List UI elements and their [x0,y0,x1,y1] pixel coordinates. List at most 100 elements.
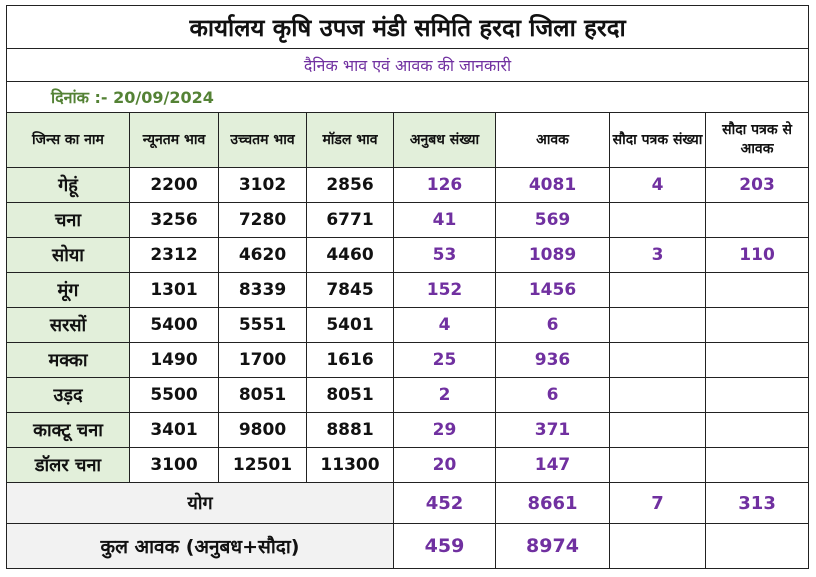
commodity-name: काक्टू चना [6,412,130,448]
anubadh-count: 29 [393,412,496,448]
grand-total-label: कुल आवक (अनुबध+सौदा) [6,523,394,569]
max-price: 8051 [218,377,307,413]
arrival: 6 [495,307,610,343]
anubadh-count: 41 [393,202,496,238]
total-arrival: 8661 [495,482,610,524]
commodity-name: चना [6,202,130,238]
header-sauda-arrival: सौदा पत्रक से आवक [704,112,810,168]
modal-price: 11300 [306,447,394,483]
sauda-arrival [704,272,810,308]
table-row: डॉलर चना 3100 12501 11300 20 147 [6,447,810,483]
max-price: 12501 [218,447,307,483]
table-row: सोया 2312 4620 4460 53 1089 3 110 [6,237,810,273]
arrival: 147 [495,447,610,483]
sauda-count [609,202,706,238]
min-price: 2312 [129,237,219,273]
table-row: काक्टू चना 3401 9800 8881 29 371 [6,412,810,448]
anubadh-count: 2 [393,377,496,413]
table-row: उड़द 5500 8051 8051 2 6 [6,377,810,413]
sauda-arrival [704,307,810,343]
sauda-count: 4 [609,167,706,203]
column-header-row: जिन्स का नाम न्यूनतम भाव उच्चतम भाव मॉडल… [6,112,810,168]
anubadh-count: 53 [393,237,496,273]
grand-total-empty-cell [609,523,706,569]
total-label: योग [6,482,394,524]
table-row: मक्का 1490 1700 1616 25 936 [6,342,810,378]
report-title: कार्यालय कृषि उपज मंडी समिति हरदा जिला ह… [5,5,810,49]
min-price: 1301 [129,272,219,308]
arrival: 4081 [495,167,610,203]
commodity-name: सोया [6,237,130,273]
max-price: 4620 [218,237,307,273]
max-price: 7280 [218,202,307,238]
min-price: 2200 [129,167,219,203]
report-date: दिनांक :- 20/09/2024 [5,81,810,113]
sauda-arrival [704,412,810,448]
sauda-count [609,272,706,308]
grand-total-empty-cell [704,523,810,569]
header-max-price: उच्चतम भाव [218,112,307,168]
total-anubadh: 452 [393,482,496,524]
sauda-arrival [704,202,810,238]
sauda-count [609,447,706,483]
header-min-price: न्यूनतम भाव [129,112,219,168]
total-row: योग 452 8661 7 313 [6,482,810,524]
sauda-arrival [704,377,810,413]
sauda-arrival: 203 [704,167,810,203]
header-arrival: आवक [495,112,610,168]
min-price: 3256 [129,202,219,238]
modal-price: 2856 [306,167,394,203]
commodity-name: मक्का [6,342,130,378]
table-row: गेहूं 2200 3102 2856 126 4081 4 203 [6,167,810,203]
modal-price: 7845 [306,272,394,308]
anubadh-count: 152 [393,272,496,308]
max-price: 3102 [218,167,307,203]
max-price: 9800 [218,412,307,448]
table-row: मूंग 1301 8339 7845 152 1456 [6,272,810,308]
max-price: 8339 [218,272,307,308]
arrival: 569 [495,202,610,238]
grand-total-row: कुल आवक (अनुबध+सौदा) 459 8974 [6,523,810,569]
anubadh-count: 25 [393,342,496,378]
header-anubadh-count: अनुबध संख्या [393,112,496,168]
commodity-name: मूंग [6,272,130,308]
header-modal-price: मॉडल भाव [306,112,394,168]
min-price: 3100 [129,447,219,483]
sauda-count [609,412,706,448]
anubadh-count: 126 [393,167,496,203]
sauda-count [609,307,706,343]
min-price: 5500 [129,377,219,413]
commodity-name: उड़द [6,377,130,413]
modal-price: 8051 [306,377,394,413]
mandi-price-table: कार्यालय कृषि उपज मंडी समिति हरदा जिला ह… [5,5,810,569]
modal-price: 4460 [306,237,394,273]
arrival: 6 [495,377,610,413]
arrival: 371 [495,412,610,448]
commodity-name: डॉलर चना [6,447,130,483]
min-price: 3401 [129,412,219,448]
table-row: सरसों 5400 5551 5401 4 6 [6,307,810,343]
anubadh-count: 20 [393,447,496,483]
arrival: 1456 [495,272,610,308]
arrival: 1089 [495,237,610,273]
header-sauda-count: सौदा पत्रक संख्या [609,112,706,168]
sauda-arrival: 110 [704,237,810,273]
arrival: 936 [495,342,610,378]
max-price: 1700 [218,342,307,378]
sauda-count: 3 [609,237,706,273]
max-price: 5551 [218,307,307,343]
header-commodity-name: जिन्स का नाम [6,112,130,168]
modal-price: 5401 [306,307,394,343]
modal-price: 8881 [306,412,394,448]
sauda-arrival [704,447,810,483]
modal-price: 6771 [306,202,394,238]
commodity-name: गेहूं [6,167,130,203]
table-row: चना 3256 7280 6771 41 569 [6,202,810,238]
total-sauda-arrival: 313 [704,482,810,524]
modal-price: 1616 [306,342,394,378]
sauda-count [609,342,706,378]
grand-total-arrival: 8974 [495,523,610,569]
commodity-name: सरसों [6,307,130,343]
sauda-arrival [704,342,810,378]
sauda-count [609,377,706,413]
